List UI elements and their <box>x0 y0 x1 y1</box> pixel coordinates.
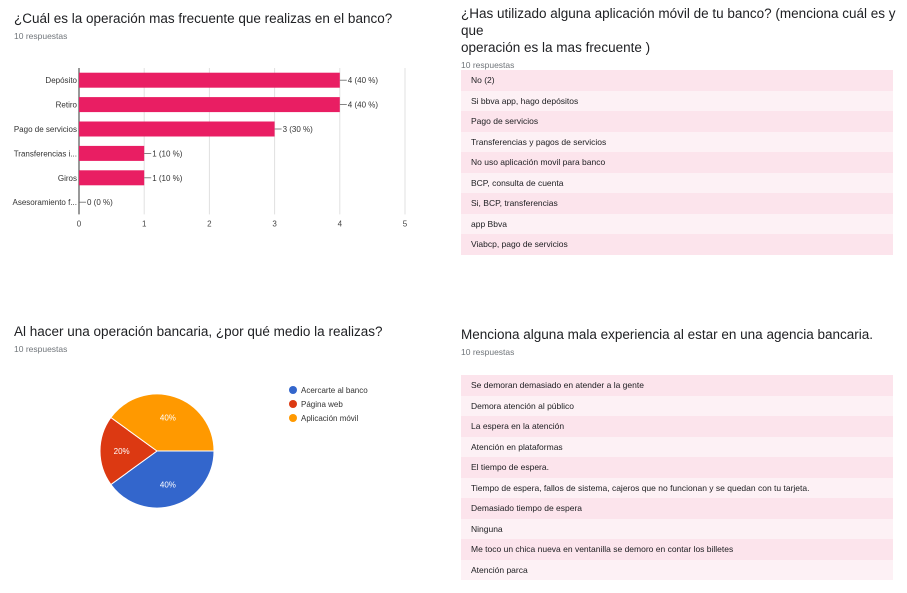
list-item: Demora atención al público <box>461 395 893 416</box>
list-item: BCP, consulta de cuenta <box>461 172 893 193</box>
pie-slice <box>110 450 215 509</box>
data-label: 1 (10 %) <box>152 149 183 158</box>
data-label: 4 (40 %) <box>348 76 379 85</box>
category-label: Transferencias i... <box>14 149 77 158</box>
q3-panel: Al hacer una operación bancaria, ¿por qu… <box>14 323 434 354</box>
slice-label: 40% <box>160 481 176 490</box>
list-item: El tiempo de espera. <box>461 457 893 478</box>
list-item: Transferencias y pagos de servicios <box>461 131 893 152</box>
list-item: Viabcp, pago de servicios <box>461 234 893 255</box>
q1-panel: ¿Cuál es la operación mas frecuente que … <box>14 10 434 41</box>
list-item: No (2) <box>461 70 893 91</box>
q1-response-count: 10 respuestas <box>14 31 68 41</box>
list-item: Demasiado tiempo de espera <box>461 498 893 519</box>
data-label: 4 (40 %) <box>348 101 379 110</box>
list-item: Ninguna <box>461 518 893 539</box>
x-tick-label: 2 <box>207 219 212 228</box>
list-item: Atención parca <box>461 559 893 580</box>
pie-slice <box>110 393 215 452</box>
legend-dot <box>289 386 297 394</box>
list-item: Si, BCP, transferencias <box>461 193 893 214</box>
category-label: Retiro <box>56 101 78 110</box>
q2-response-count: 10 respuestas <box>461 60 515 70</box>
bar-chart: 0 1 2 3 4 5 Depósito 4 (40 %) Retiro 4 (40 %) Pago… <box>13 68 408 228</box>
x-tick-label: 4 <box>338 219 343 228</box>
q2-title-line1: ¿Has utilizado alguna aplicación móvil d… <box>461 6 896 38</box>
x-tick-label: 3 <box>272 219 277 228</box>
bar <box>79 72 340 88</box>
q4-response-count: 10 respuestas <box>461 347 515 357</box>
q4-panel: Menciona alguna mala experiencia al esta… <box>461 326 901 357</box>
list-item: No uso aplicación movil para banco <box>461 152 893 173</box>
list-item: Pago de servicios <box>461 111 893 132</box>
legend-label: Página web <box>301 400 343 409</box>
data-label: 1 (10 %) <box>152 174 183 183</box>
bar <box>79 145 145 161</box>
legend-label: Acercarte al banco <box>301 386 368 395</box>
q1-title: ¿Cuál es la operación mas frecuente que … <box>14 11 393 26</box>
category-label: Giros <box>58 174 77 183</box>
data-label: 3 (30 %) <box>283 125 314 134</box>
bar <box>79 170 145 186</box>
legend-dot <box>289 400 297 408</box>
list-item: Si bbva app, hago depósitos <box>461 90 893 111</box>
bar <box>79 97 340 113</box>
list-item: Tiempo de espera, fallos de sistema, caj… <box>461 477 893 498</box>
q3-title: Al hacer una operación bancaria, ¿por qu… <box>14 324 383 339</box>
q4-response-list: Se demoran demasiado en atender a la gen… <box>461 375 893 580</box>
category-label: Asesoramiento f... <box>13 198 77 207</box>
pie-chart: 40% 20% 40% Acercarte al banco Página web Apl… <box>99 386 368 509</box>
list-item: La espera en la atención <box>461 416 893 437</box>
list-item: Atención en plataformas <box>461 436 893 457</box>
q3-response-count: 10 respuestas <box>14 344 68 354</box>
bar <box>79 121 275 137</box>
x-tick-label: 1 <box>142 219 147 228</box>
category-label: Pago de servicios <box>14 125 77 134</box>
slice-label: 40% <box>160 413 176 422</box>
pie-slice <box>99 416 158 486</box>
list-item: Me toco un chica nueva en ventanilla se … <box>461 539 893 560</box>
q2-response-list: No (2) Si bbva app, hago depósitos Pago de… <box>461 70 893 255</box>
q2-title-line2: operación es la mas frecuente ) <box>461 40 651 55</box>
legend-dot <box>289 414 297 422</box>
x-tick-label: 5 <box>403 219 408 228</box>
slice-label: 20% <box>114 447 130 456</box>
data-label: 0 (0 %) <box>87 198 113 207</box>
q2-panel: ¿Has utilizado alguna aplicación móvil d… <box>461 5 901 70</box>
category-label: Depósito <box>45 76 77 85</box>
q4-title: Menciona alguna mala experiencia al esta… <box>461 327 874 342</box>
list-item: app Bbva <box>461 213 893 234</box>
x-tick-label: 0 <box>77 219 82 228</box>
list-item: Se demoran demasiado en atender a la gen… <box>461 375 893 396</box>
legend-label: Aplicación móvil <box>301 414 359 423</box>
